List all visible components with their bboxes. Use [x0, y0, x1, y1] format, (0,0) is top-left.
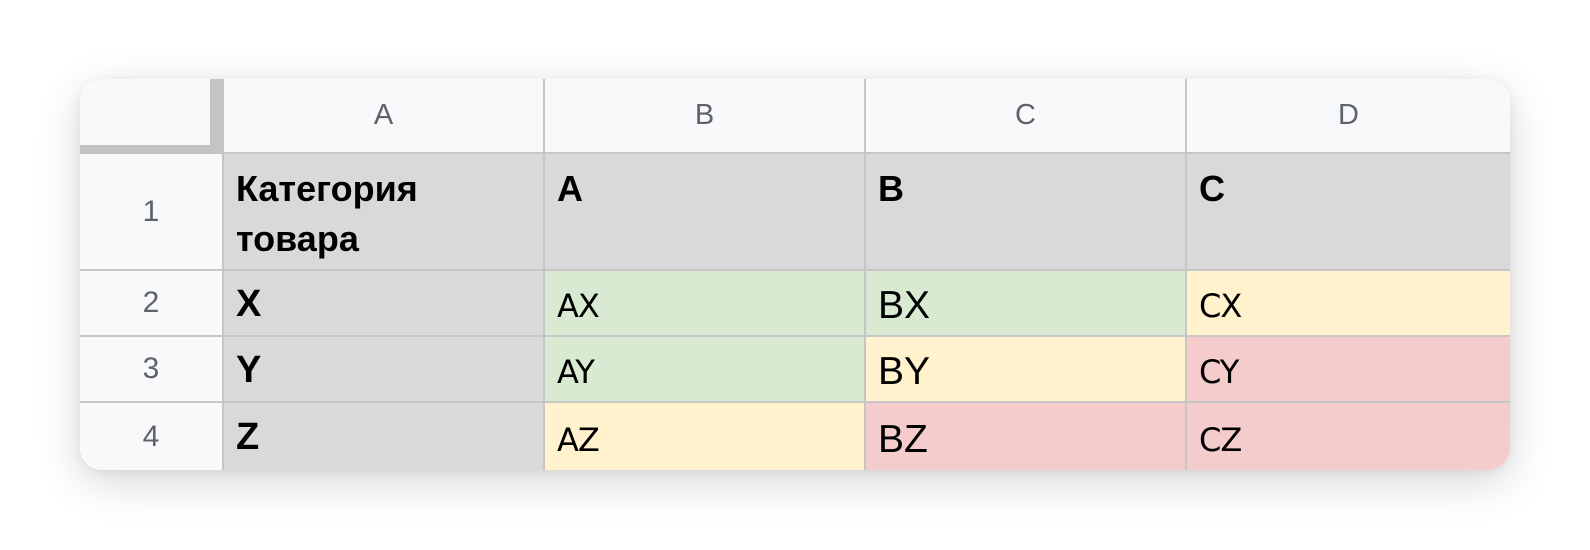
column-header-b[interactable]: B: [545, 79, 866, 154]
cell-d4[interactable]: CZ: [1187, 403, 1510, 470]
column-header-d[interactable]: D: [1187, 79, 1510, 154]
cell-d2[interactable]: CX: [1187, 271, 1510, 337]
row-header-2[interactable]: 2: [80, 271, 224, 337]
cell-a3[interactable]: Y: [224, 337, 545, 403]
spreadsheet-card: A B C D 1 Категория товара A B C 2 X AX …: [80, 79, 1510, 470]
cell-a1[interactable]: Категория товара: [224, 154, 545, 271]
column-header-c[interactable]: C: [866, 79, 1187, 154]
cell-c4[interactable]: BZ: [866, 403, 1187, 470]
select-all-corner[interactable]: [80, 79, 224, 154]
cell-c2[interactable]: BX: [866, 271, 1187, 337]
cell-b1[interactable]: A: [545, 154, 866, 271]
cell-a4[interactable]: Z: [224, 403, 545, 470]
cell-b3[interactable]: AY: [545, 337, 866, 403]
cell-c3[interactable]: BY: [866, 337, 1187, 403]
cell-d1[interactable]: C: [1187, 154, 1510, 271]
cell-c1[interactable]: B: [866, 154, 1187, 271]
spreadsheet-grid: A B C D 1 Категория товара A B C 2 X AX …: [80, 79, 1510, 470]
row-header-3[interactable]: 3: [80, 337, 224, 403]
cell-d3[interactable]: CY: [1187, 337, 1510, 403]
cell-b2[interactable]: AX: [545, 271, 866, 337]
cell-b4[interactable]: AZ: [545, 403, 866, 470]
column-header-a[interactable]: A: [224, 79, 545, 154]
row-header-4[interactable]: 4: [80, 403, 224, 470]
cell-a2[interactable]: X: [224, 271, 545, 337]
row-header-1[interactable]: 1: [80, 154, 224, 271]
